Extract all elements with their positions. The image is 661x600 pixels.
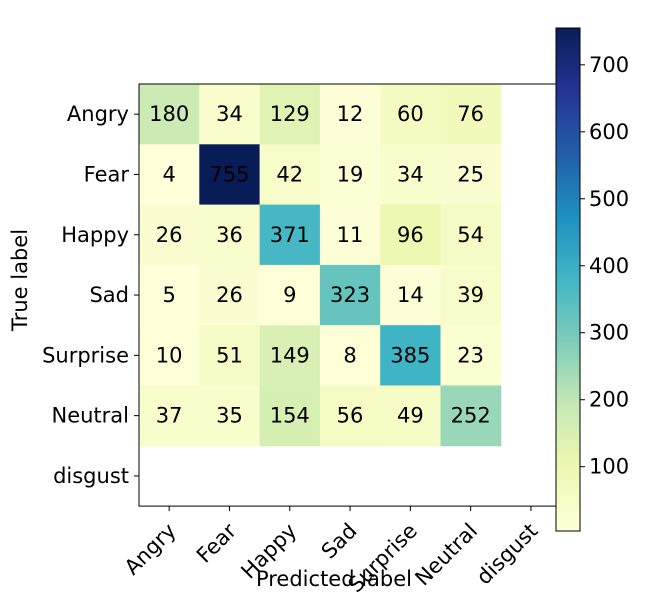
y-tick-label: Sad <box>89 283 129 307</box>
cell-value-label: 10 <box>156 343 183 367</box>
cell-value-label: 39 <box>457 283 484 307</box>
cell-value-label: 49 <box>397 404 424 428</box>
y-tick-label: disgust <box>53 464 129 488</box>
cell-value-label: 11 <box>337 223 364 247</box>
cell-value-label: 4 <box>162 162 175 186</box>
heatmap-cell <box>319 144 381 206</box>
heatmap-cell <box>199 264 261 326</box>
cell-value-label: 37 <box>156 404 183 428</box>
heatmap-cell <box>440 144 502 206</box>
cell-value-label: 14 <box>397 283 424 307</box>
heatmap-cell <box>139 264 200 326</box>
heatmap-cell <box>139 144 200 206</box>
cell-value-label: 60 <box>397 102 424 126</box>
cell-value-label: 54 <box>457 223 484 247</box>
heatmap-cell <box>199 204 261 266</box>
heatmap-cell <box>380 385 441 447</box>
cell-value-label: 371 <box>270 223 310 247</box>
cell-value-label: 36 <box>216 223 243 247</box>
cell-value-label: 9 <box>283 283 296 307</box>
heatmap-cell <box>259 204 321 266</box>
cell-value-label: 51 <box>216 343 243 367</box>
heatmap-cell <box>259 264 321 326</box>
colorbar-frame <box>555 27 581 532</box>
y-axis-ticks: Angry Fear Happy Sad Surprise Neutral disgust <box>42 102 139 488</box>
x-axis-label: Predicted label <box>256 567 412 591</box>
cell-value-label: 5 <box>162 283 175 307</box>
heatmap-cell <box>199 325 261 386</box>
y-tick-label: Fear <box>84 162 130 186</box>
colorbar-tick-label: 700 <box>589 53 629 77</box>
cell-value-label: 129 <box>270 102 310 126</box>
cell-value-label: 34 <box>216 102 243 126</box>
cell-value-label: 35 <box>216 404 243 428</box>
cell-value-label: 23 <box>457 343 484 367</box>
heatmap-plot-area: 180 34 129 12 60 76 4 755 42 19 34 25 26 36 371 11 96 54 5… <box>138 83 562 507</box>
heatmap-cell <box>319 264 381 326</box>
cell-value-label: 25 <box>457 162 484 186</box>
colorbar-tick-label: 400 <box>589 254 629 278</box>
y-tick-label: Happy <box>61 223 129 247</box>
colorbar-tick-label: 100 <box>589 455 629 479</box>
heatmap-cell <box>259 325 321 386</box>
x-tick-label: Fear <box>192 518 241 567</box>
colorbar-tick-label: 600 <box>589 120 629 144</box>
cell-value-label: 96 <box>397 223 424 247</box>
heatmap-cell <box>380 84 441 145</box>
cell-value-label: 755 <box>209 162 249 186</box>
cell-value-label: 252 <box>451 404 491 428</box>
cell-value-label: 180 <box>149 102 189 126</box>
colorbar-tick-label: 300 <box>589 321 629 345</box>
heatmap-cell <box>380 144 441 206</box>
heatmap-cell <box>199 84 261 145</box>
cell-value-label: 12 <box>337 102 364 126</box>
heatmap-cell <box>380 264 441 326</box>
cell-value-label: 42 <box>276 162 303 186</box>
cell-value-label: 154 <box>270 404 310 428</box>
cell-value-label: 56 <box>337 404 364 428</box>
heatmap-cell <box>199 385 261 447</box>
heatmap-cell <box>440 204 502 266</box>
heatmap-cell <box>259 144 321 206</box>
x-tick-label: Neutral <box>410 519 482 591</box>
cell-value-label: 149 <box>270 343 310 367</box>
heatmap-cell <box>319 385 381 447</box>
heatmap-cell <box>139 385 200 447</box>
heatmap-cell <box>139 84 200 145</box>
x-tick-label: Sad <box>317 519 362 564</box>
heatmap-cell <box>139 204 200 266</box>
heatmap-cell <box>319 325 381 386</box>
heatmap-cell <box>259 385 321 447</box>
y-axis-label: True label <box>8 229 32 332</box>
cell-value-label: 26 <box>216 283 243 307</box>
heatmap-cell <box>259 84 321 145</box>
heatmap-cell <box>440 264 502 326</box>
cell-value-label: 323 <box>330 283 370 307</box>
cell-value-label: 19 <box>337 162 364 186</box>
heatmap-cell <box>319 204 381 266</box>
cell-value-label: 385 <box>390 343 430 367</box>
heatmap-cell <box>440 325 502 386</box>
colorbar-gradient <box>556 28 580 531</box>
colorbar-tick-label: 500 <box>589 187 629 211</box>
heatmap-cell <box>380 325 441 386</box>
x-tick-label: disgust <box>472 519 543 590</box>
y-tick-label: Surprise <box>42 343 129 367</box>
y-tick-label: Neutral <box>51 404 129 428</box>
colorbar: 100 200 300 400 500 600 700 <box>555 27 629 532</box>
heatmap-cell <box>319 84 381 145</box>
cell-value-label: 76 <box>457 102 484 126</box>
cell-value-label: 34 <box>397 162 424 186</box>
heatmap-cell <box>199 144 261 206</box>
x-tick-label: Angry <box>120 519 181 580</box>
heatmap-cell <box>380 204 441 266</box>
heatmap-cell <box>440 385 502 447</box>
y-tick-label: Angry <box>67 102 129 126</box>
colorbar-tick-label: 200 <box>589 388 629 412</box>
heatmap-cell <box>440 84 502 145</box>
cell-value-label: 8 <box>343 343 356 367</box>
heatmap-cell <box>139 325 200 386</box>
cell-value-label: 26 <box>156 223 183 247</box>
